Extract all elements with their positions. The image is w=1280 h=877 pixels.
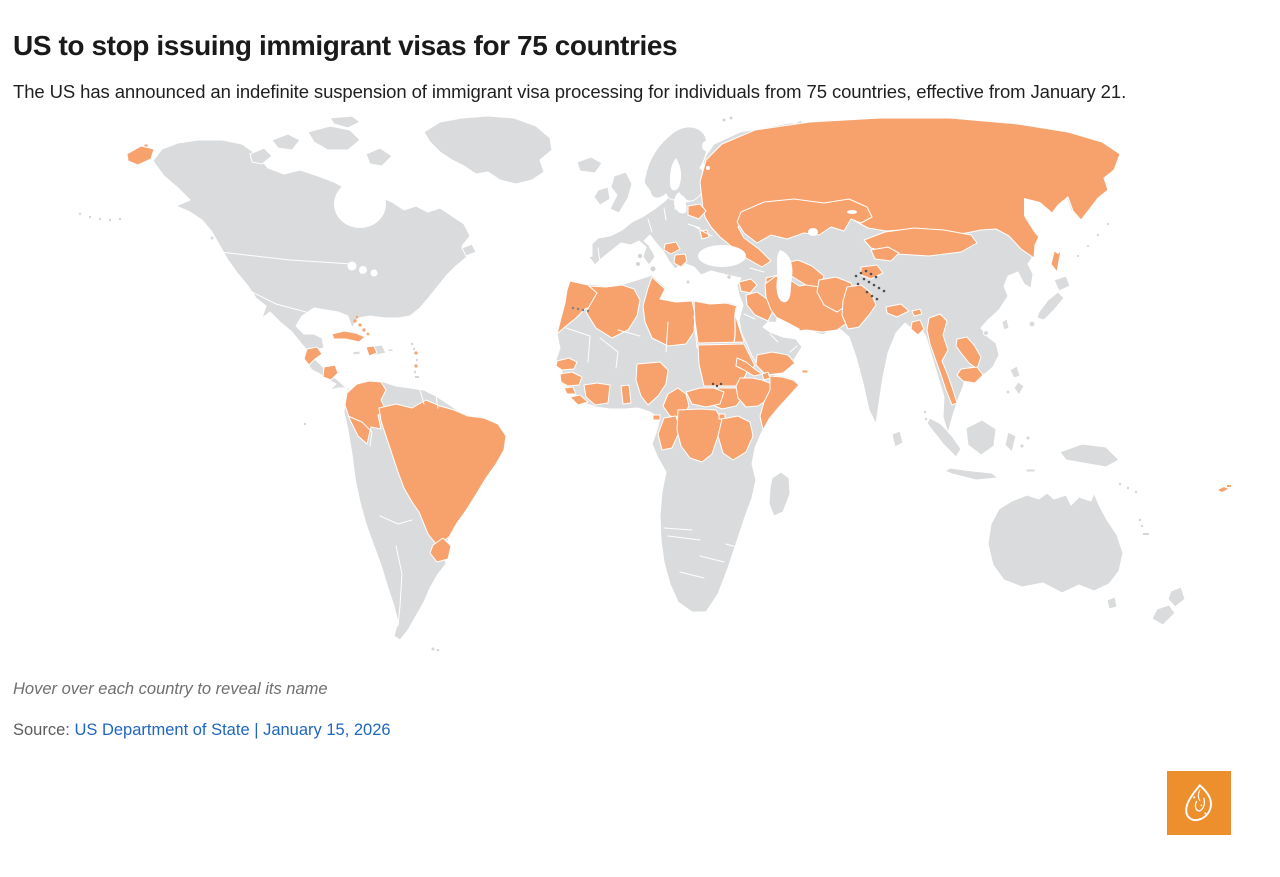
country-guatemala	[303, 346, 323, 366]
country-nicaragua	[322, 364, 339, 381]
source-label: Source:	[13, 720, 75, 739]
landmass-australia	[987, 492, 1124, 594]
country-russia	[699, 117, 1121, 268]
country-fiji	[1218, 484, 1231, 492]
country-bhutan	[911, 308, 923, 317]
disputed-area-dots	[711, 269, 886, 388]
country-kyrgyzstan	[870, 246, 900, 262]
country-borders	[219, 207, 798, 627]
country-haiti	[365, 345, 378, 357]
canary-islands-dots	[571, 306, 590, 313]
landmass-madagascar	[768, 471, 791, 517]
country-sierra-leone	[563, 386, 577, 395]
hover-hint: Hover over each country to reveal its na…	[13, 679, 328, 698]
country-cambodia	[956, 366, 984, 384]
source-link[interactable]: US Department of State | January 15, 202…	[74, 720, 391, 739]
country-kazakhstan	[736, 198, 873, 244]
landmass-new-zealand	[1167, 586, 1186, 608]
country-liberia	[569, 394, 589, 406]
page-title: US to stop issuing immigrant visas for 7…	[13, 30, 678, 61]
landmass-britain	[609, 171, 633, 214]
country-togo	[620, 384, 632, 405]
country-sudan	[697, 343, 756, 387]
country-belarus	[687, 203, 707, 220]
landmass-greenland	[423, 115, 553, 185]
country-iraq	[745, 291, 774, 322]
al-jazeera-flame-icon	[1185, 784, 1212, 822]
country-algeria	[585, 284, 641, 339]
landmass-iceland	[576, 156, 603, 174]
world-map-svg[interactable]	[0, 115, 1280, 664]
country-eritrea	[735, 357, 763, 377]
country-guinea	[559, 371, 583, 387]
country-antilles-highlighted	[414, 351, 418, 368]
seas	[334, 140, 1068, 336]
country-syria	[738, 278, 758, 294]
small-islands	[78, 116, 1149, 652]
country-russia-chukotka	[126, 145, 155, 166]
country-bahamas	[353, 315, 370, 336]
country-egypt	[693, 300, 745, 344]
al-jazeera-logo	[1167, 771, 1231, 835]
country-yemen	[755, 351, 796, 376]
world-map[interactable]	[0, 115, 1280, 664]
country-bangladesh	[910, 319, 925, 336]
country-myanmar	[926, 313, 958, 406]
country-pakistan	[841, 284, 877, 330]
country-somalia	[759, 375, 800, 431]
landmass-new-guinea	[1059, 443, 1120, 468]
country-uruguay	[429, 537, 452, 563]
country-senegal	[555, 357, 578, 371]
country-central-african-republic	[685, 387, 725, 408]
country-drc	[676, 408, 723, 463]
country-congo	[657, 415, 681, 451]
country-equatorial-guinea	[652, 414, 661, 421]
page-subtitle: The US has announced an indefinite suspe…	[13, 81, 1127, 103]
country-cote-divoire	[583, 382, 611, 406]
country-tanzania	[717, 415, 754, 461]
country-bosnia	[663, 241, 681, 255]
country-cuba	[331, 330, 366, 343]
country-moldova	[699, 229, 710, 240]
source-line: Source: US Department of State | January…	[13, 721, 1280, 740]
country-libya	[642, 276, 696, 347]
country-nigeria	[635, 361, 669, 406]
country-djibouti	[761, 371, 771, 381]
highlighted-countries[interactable]	[126, 117, 1231, 563]
landmass-japan	[1053, 275, 1071, 292]
country-nepal	[885, 303, 910, 318]
country-brazil	[378, 399, 507, 545]
country-colombia	[344, 380, 388, 445]
country-albania-macedonia	[673, 253, 688, 268]
header: US to stop issuing immigrant visas for 7…	[0, 30, 1280, 106]
